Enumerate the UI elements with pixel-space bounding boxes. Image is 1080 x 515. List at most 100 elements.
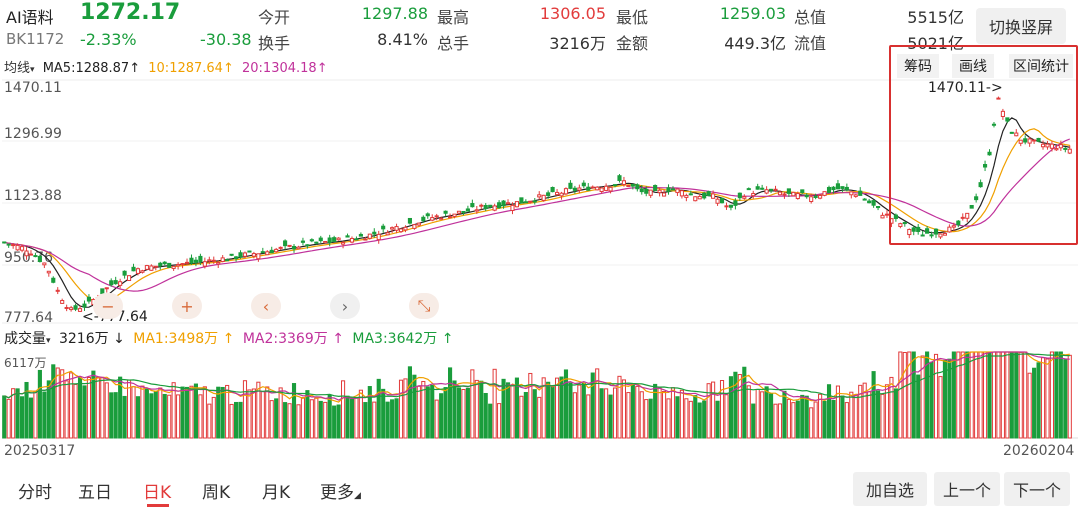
volume-bar [626, 392, 631, 439]
volume-bar [800, 394, 805, 439]
ma10-line [4, 128, 1070, 304]
zoom-out-icon[interactable]: − [93, 293, 123, 319]
candle-body [983, 164, 988, 168]
candle-body [372, 231, 377, 235]
volume-bar [33, 390, 38, 439]
candle-body [577, 187, 582, 191]
candle-body [1005, 117, 1010, 122]
candle-body [283, 240, 288, 247]
switch-orientation-button[interactable]: 切换竖屏 [976, 8, 1066, 44]
tab-five-day[interactable]: 五日 [78, 483, 112, 503]
candle-body [434, 215, 439, 218]
volume-chart[interactable] [2, 350, 1078, 440]
volume-bar [853, 394, 858, 439]
candle-body [198, 255, 203, 263]
candle-body [537, 194, 542, 198]
volume-bar [448, 367, 453, 439]
start-date: 20250317 [4, 443, 76, 459]
candle-body [617, 175, 622, 181]
tab-more[interactable]: 更多◢ [320, 483, 361, 503]
volume-bar [844, 402, 849, 439]
vol-ma2: MA2:3369万 ↑ [242, 331, 344, 347]
pan-right-icon[interactable]: › [330, 293, 360, 319]
volume-bar [318, 400, 323, 439]
volume-bar [933, 353, 939, 439]
candle-body [769, 188, 774, 191]
candle-body [127, 275, 132, 282]
tab-weekly-k[interactable]: 周K [202, 483, 231, 503]
range-stats-button[interactable]: 区间统计 [1009, 54, 1073, 78]
candle-body [474, 209, 479, 212]
candle-body [550, 186, 555, 193]
candle-body [974, 196, 979, 201]
volume-bar [345, 395, 350, 439]
candle-body [800, 189, 805, 194]
volume-bar [956, 351, 961, 439]
volume-bar [122, 395, 127, 439]
next-stock-button[interactable]: 下一个 [1004, 472, 1070, 506]
candle-body [505, 202, 511, 205]
candle-body [251, 253, 256, 257]
tab-daily-k[interactable]: 日K [143, 483, 172, 503]
zoom-in-icon[interactable]: + [172, 293, 202, 319]
volume-bar [563, 369, 569, 439]
candle-body [140, 270, 145, 273]
candle-body [412, 224, 417, 229]
draw-line-button[interactable]: 画线 [952, 54, 994, 78]
candle-body [626, 184, 631, 187]
volume-bar [42, 391, 47, 439]
volume-label[interactable]: 成交量 [4, 331, 46, 347]
volume-bar [617, 375, 622, 439]
amount-value: 449.3亿 [724, 34, 786, 53]
price-axis-min: 777.64 [4, 310, 53, 326]
volume-bar [978, 351, 983, 439]
volume-bar [91, 370, 96, 439]
candle-body [612, 184, 618, 187]
chip-button[interactable]: 筹码 [897, 54, 939, 78]
candle-body [385, 232, 390, 236]
candle-body [791, 191, 796, 197]
candle-body [318, 237, 323, 242]
max-price-marker: 1470.11-> [928, 80, 1003, 96]
volume-bar [818, 393, 823, 439]
candle-body [153, 265, 158, 268]
volume-bar [1005, 351, 1010, 439]
pan-left-icon[interactable]: ‹ [251, 293, 281, 319]
volume-bar [162, 393, 167, 439]
candle-body [176, 263, 181, 267]
tab-intraday[interactable]: 分时 [18, 483, 52, 503]
volume-bar [434, 399, 439, 439]
candle-body [456, 210, 462, 214]
volume-bar [880, 393, 885, 439]
candle-body [795, 193, 800, 200]
prev-stock-button[interactable]: 上一个 [934, 472, 1000, 506]
volume-bar [590, 372, 595, 439]
ma-type-dropdown[interactable]: 均线▾ [4, 61, 35, 76]
tab-monthly-k[interactable]: 月K [262, 483, 291, 503]
candle-body [898, 223, 903, 227]
candle-body [670, 188, 676, 191]
candle-body [572, 187, 577, 191]
candle-body [225, 259, 230, 262]
volume-bar [519, 395, 524, 439]
volume-bar [608, 394, 613, 439]
total-hand-value: 3216万 [549, 34, 606, 53]
add-favorite-button[interactable]: 加自选 [853, 472, 927, 506]
turnover-label: 换手 [258, 34, 291, 53]
candlestick-chart[interactable] [2, 79, 1078, 324]
candle-body [180, 263, 185, 266]
volume-bar [113, 392, 118, 439]
candle-body [871, 200, 876, 206]
candle-body [229, 253, 234, 256]
candle-body [1000, 110, 1005, 117]
volume-bar [657, 387, 662, 439]
volume-bar [327, 394, 332, 439]
volume-bar [82, 385, 87, 439]
shrink-icon[interactable]: ⤡ [409, 293, 439, 319]
open-label: 今开 [258, 8, 291, 27]
volume-bar [385, 401, 390, 439]
volume-bar [755, 388, 760, 439]
volume-bar [746, 385, 751, 439]
ma5-value: MA5:1288.87↑ [42, 61, 141, 76]
candle-body [840, 186, 845, 189]
